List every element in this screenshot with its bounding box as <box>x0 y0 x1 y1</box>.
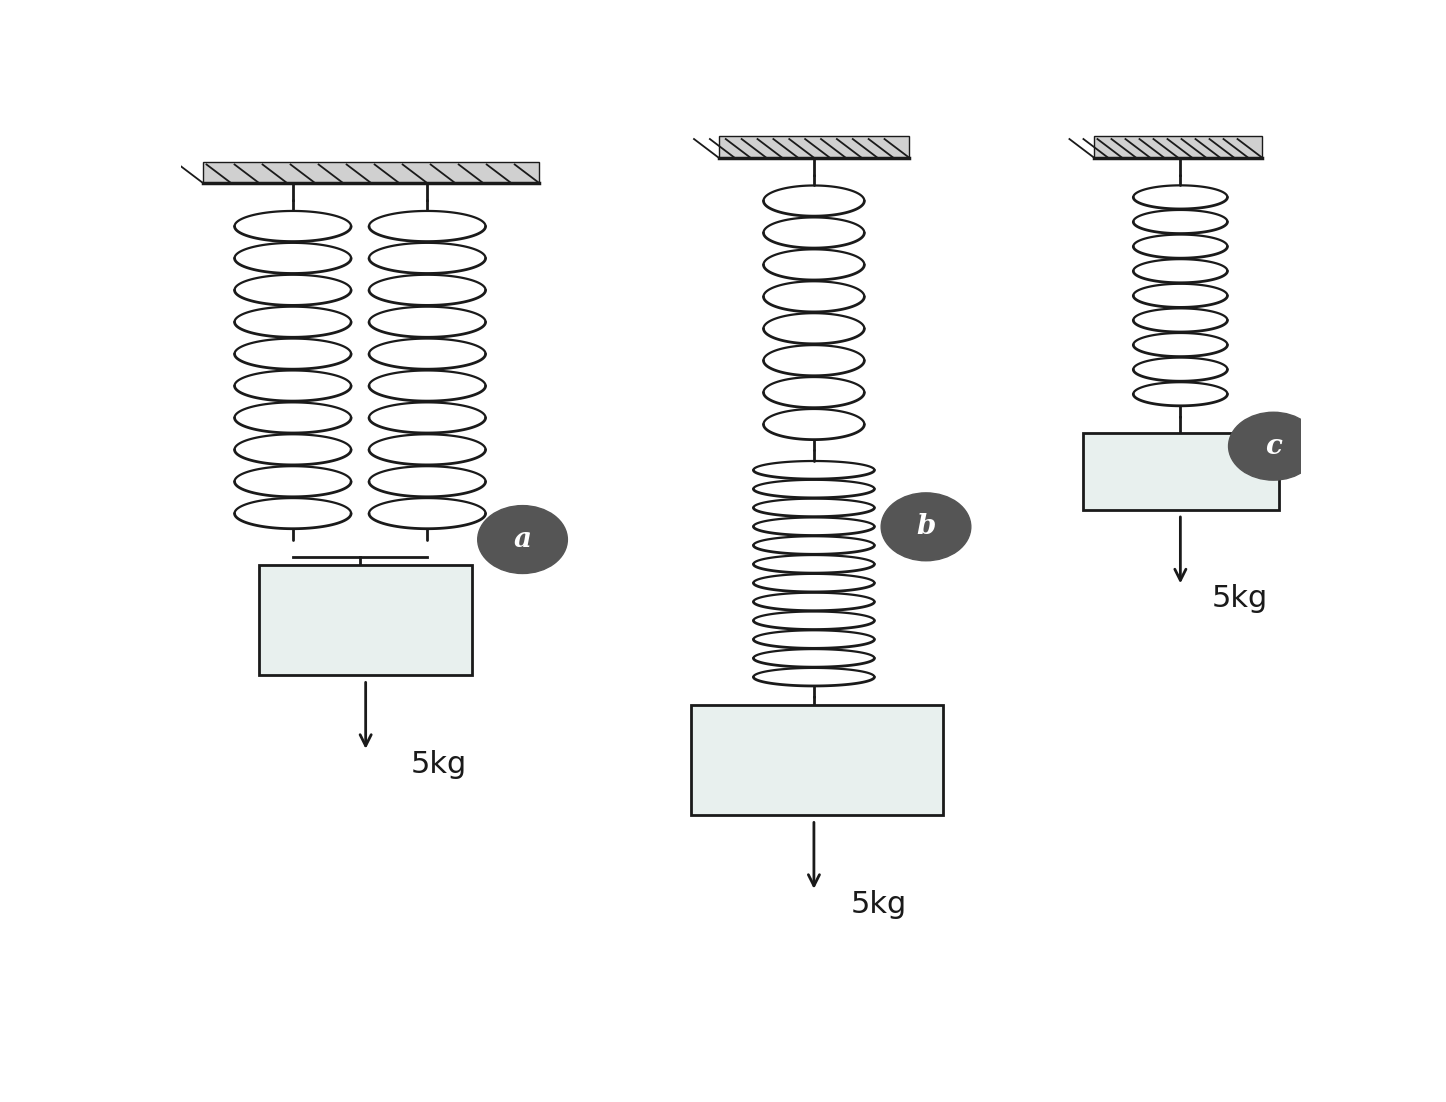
Bar <box>1083 433 1280 510</box>
Bar <box>259 565 471 676</box>
Text: b: b <box>917 514 936 540</box>
Bar <box>691 705 943 815</box>
Text: 5kg: 5kg <box>850 890 907 919</box>
Circle shape <box>881 493 970 561</box>
Text: a: a <box>513 526 532 553</box>
Text: 5kg: 5kg <box>1212 584 1268 614</box>
Text: 5kg: 5kg <box>411 749 467 779</box>
Bar <box>1095 137 1262 158</box>
Bar <box>719 137 910 158</box>
Circle shape <box>1229 412 1319 480</box>
Bar <box>202 162 539 183</box>
Text: c: c <box>1265 433 1281 460</box>
Circle shape <box>477 506 567 573</box>
